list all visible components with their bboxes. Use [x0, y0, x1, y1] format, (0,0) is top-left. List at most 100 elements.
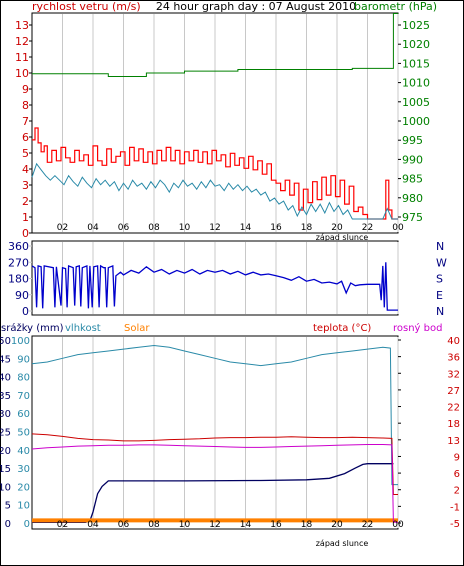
- x-tick-22: 22: [362, 520, 373, 530]
- direction-tick-90: 90: [15, 289, 29, 302]
- temp-tick-0: -5: [450, 519, 460, 530]
- wind-speed-tick-9: 9: [22, 83, 29, 96]
- x-tick-10: 10: [179, 223, 191, 233]
- temp-tick-6: 18: [447, 419, 460, 430]
- x-tick-02: 02: [57, 520, 68, 530]
- wind-speed-tick-0: 0: [22, 227, 29, 240]
- x-tick-06: 06: [118, 223, 130, 233]
- barometer-tick-985: 985: [402, 173, 423, 186]
- sunset-label-bottom: západ slunce: [316, 539, 369, 548]
- precip-tick-4: 20: [0, 446, 11, 457]
- x-tick-22: 22: [362, 223, 373, 233]
- x-tick-14: 14: [240, 520, 252, 530]
- barometer-ticks: 975 980 985 990 995 1000 1005 1010 1015 1020 1025: [398, 19, 430, 224]
- wind-speed-tick-7: 7: [22, 115, 29, 128]
- page-title: 24 hour graph day : 07 August 2010: [156, 0, 356, 13]
- direction-tick-0: 0: [22, 305, 29, 318]
- humidity-tick-4: 40: [17, 446, 30, 457]
- precip-tick-6: 30: [0, 409, 11, 420]
- temp-tick-7: 22: [447, 403, 460, 414]
- x-tick-16: 16: [270, 223, 282, 233]
- precipitation-line: [32, 463, 394, 523]
- weather-time-ticks: 02 04 06 08 10 12 14 16 18 20 22 00: [57, 520, 404, 530]
- x-tick-16: 16: [270, 520, 282, 530]
- gust-line: [32, 127, 398, 220]
- wind-series: [31, 13, 398, 220]
- wind-speed-axis-label: rychlost vetru (m/s): [32, 0, 141, 13]
- barometer-axis-label: barometr (hPa): [354, 0, 437, 13]
- wind-speed-tick-2: 2: [22, 195, 29, 208]
- temperature-line: [31, 433, 398, 495]
- x-tick-06: 06: [118, 520, 130, 530]
- wind-speed-tick-3: 3: [22, 179, 29, 192]
- x-tick-14: 14: [240, 223, 252, 233]
- direction-tick-360: 360: [8, 240, 29, 253]
- x-tick-04: 04: [87, 223, 99, 233]
- wind-speed-tick-12: 12: [15, 35, 29, 48]
- wind-time-ticks: 02 04 06 08 10 12 14 16 18 20 22 00: [57, 223, 404, 233]
- solar-axis-label: Solar: [124, 323, 150, 334]
- direction-degree-ticks: 0 90 180 270 360: [8, 240, 32, 318]
- barometer-tick-1025: 1025: [402, 19, 430, 32]
- compass-tick-4: N: [436, 240, 444, 253]
- direction-series: [31, 262, 398, 311]
- barometer-tick-1015: 1015: [402, 57, 430, 70]
- wind-direction-line: [31, 262, 398, 311]
- wind-speed-tick-13: 13: [15, 19, 29, 32]
- precip-tick-9: 45: [0, 354, 11, 365]
- weather-series: [31, 344, 398, 523]
- dewpoint-line: [31, 444, 398, 523]
- barometer-tick-990: 990: [402, 153, 423, 166]
- x-tick-04: 04: [87, 520, 99, 530]
- x-tick-08: 08: [148, 223, 160, 233]
- humidity-tick-0: 0: [24, 519, 30, 530]
- temp-tick-5: 13: [447, 436, 460, 447]
- precip-tick-8: 40: [0, 373, 11, 384]
- precip-tick-5: 25: [0, 428, 11, 439]
- compass-tick-3: W: [436, 256, 447, 269]
- x-tick-20: 20: [331, 223, 343, 233]
- barometer-tick-975: 975: [402, 211, 423, 224]
- x-tick-00: 00: [392, 223, 404, 233]
- x-tick-08: 08: [148, 520, 160, 530]
- precip-tick-3: 15: [0, 464, 11, 475]
- temp-tick-10: 36: [447, 353, 460, 364]
- humidity-tick-8: 80: [17, 373, 30, 384]
- temp-tick-11: 40: [447, 336, 460, 347]
- x-tick-02: 02: [57, 223, 68, 233]
- precip-tick-0: 0: [5, 519, 11, 530]
- x-tick-12: 12: [209, 520, 220, 530]
- precip-tick-1: 5: [5, 501, 11, 512]
- direction-tick-270: 270: [8, 256, 29, 269]
- humidity-tick-10: 100: [11, 336, 30, 347]
- compass-tick-1: E: [436, 289, 443, 302]
- average-line: [31, 162, 398, 220]
- wind-speed-tick-10: 10: [15, 67, 29, 80]
- wind-speed-tick-1: 1: [22, 211, 29, 224]
- temp-tick-1: -1: [450, 502, 460, 513]
- x-tick-20: 20: [331, 520, 343, 530]
- barometer-tick-995: 995: [402, 134, 423, 147]
- temp-tick-4: 9: [454, 452, 460, 463]
- humidity-tick-5: 50: [17, 428, 30, 439]
- compass-tick-0: N: [436, 305, 444, 318]
- x-tick-18: 18: [301, 520, 313, 530]
- barometer-tick-1020: 1020: [402, 38, 430, 51]
- wind-speed-tick-8: 8: [22, 99, 29, 112]
- barometer-tick-1005: 1005: [402, 96, 430, 109]
- barometer-tick-1010: 1010: [402, 77, 430, 90]
- humidity-tick-9: 90: [17, 354, 30, 365]
- wind-speed-tick-11: 11: [15, 51, 29, 64]
- x-tick-10: 10: [179, 520, 191, 530]
- temp-tick-9: 32: [447, 369, 460, 380]
- precip-tick-10: 50: [0, 336, 11, 347]
- x-tick-18: 18: [301, 223, 313, 233]
- compass-tick-2: S: [436, 273, 443, 286]
- wind-speed-tick-6: 6: [22, 131, 29, 144]
- wind-grid: [62, 14, 399, 232]
- temp-tick-2: 2: [454, 486, 460, 497]
